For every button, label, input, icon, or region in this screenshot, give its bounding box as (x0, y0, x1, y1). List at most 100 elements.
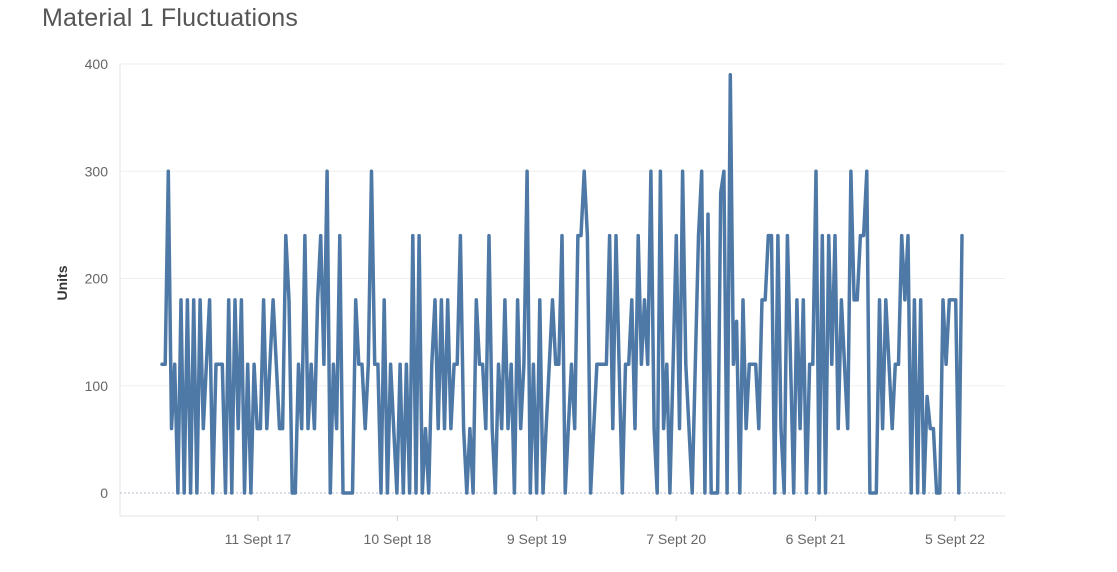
data-point (802, 298, 805, 301)
data-point (903, 298, 906, 301)
x-tick-label: 5 Sept 22 (925, 531, 985, 547)
x-tick-label: 10 Sept 18 (364, 531, 432, 547)
data-point (249, 492, 252, 495)
data-point (767, 234, 770, 237)
data-point (954, 298, 957, 301)
data-point (478, 363, 481, 366)
data-point (624, 363, 627, 366)
data-point (265, 427, 268, 430)
data-point (688, 427, 691, 430)
data-point (815, 170, 818, 173)
data-point (862, 234, 865, 237)
data-point (307, 427, 310, 430)
data-point (818, 492, 821, 495)
data-point (494, 492, 497, 495)
data-point (576, 234, 579, 237)
data-point (386, 492, 389, 495)
data-point (164, 363, 167, 366)
data-point (738, 492, 741, 495)
data-point (811, 363, 814, 366)
data-point (561, 234, 564, 237)
data-point (437, 427, 440, 430)
data-point (481, 363, 484, 366)
data-point (484, 427, 487, 430)
data-point (535, 492, 538, 495)
data-point (792, 492, 795, 495)
data-point (627, 363, 630, 366)
data-point (834, 234, 837, 237)
data-point (526, 170, 529, 173)
data-point (462, 427, 465, 430)
data-point (240, 298, 243, 301)
data-point (942, 298, 945, 301)
data-point (592, 427, 595, 430)
data-point (722, 170, 725, 173)
data-point (868, 492, 871, 495)
data-point (335, 427, 338, 430)
data-point (376, 363, 379, 366)
data-point (180, 298, 183, 301)
data-point (821, 234, 824, 237)
data-point (548, 363, 551, 366)
data-point (538, 298, 541, 301)
data-point (824, 492, 827, 495)
data-point (357, 363, 360, 366)
data-point (503, 298, 506, 301)
data-point (773, 492, 776, 495)
data-point (932, 427, 935, 430)
data-point (761, 298, 764, 301)
data-point (783, 492, 786, 495)
data-point (795, 298, 798, 301)
data-point (900, 234, 903, 237)
data-point (246, 363, 249, 366)
series-line (162, 75, 962, 493)
data-point (440, 298, 443, 301)
y-tick-label: 0 (100, 485, 108, 501)
data-point (361, 363, 364, 366)
data-point (630, 298, 633, 301)
data-point (634, 427, 637, 430)
data-point (668, 492, 671, 495)
data-point (278, 427, 281, 430)
data-point (945, 363, 948, 366)
data-point (415, 492, 418, 495)
data-point (354, 298, 357, 301)
data-point (615, 234, 618, 237)
data-point (488, 234, 491, 237)
y-tick-label: 300 (85, 163, 109, 179)
y-tick-label: 200 (85, 271, 109, 287)
data-point (221, 363, 224, 366)
data-point (370, 170, 373, 173)
data-point (726, 492, 729, 495)
data-point (653, 427, 656, 430)
data-point (856, 298, 859, 301)
data-point (459, 234, 462, 237)
data-point (754, 363, 757, 366)
data-point (926, 395, 929, 398)
data-point (875, 492, 878, 495)
data-point (364, 427, 367, 430)
data-point (910, 492, 913, 495)
data-point (199, 298, 202, 301)
data-point (475, 298, 478, 301)
data-point (707, 213, 710, 216)
data-point (637, 234, 640, 237)
data-point (215, 363, 218, 366)
data-point (345, 492, 348, 495)
data-point (849, 170, 852, 173)
data-point (611, 427, 614, 430)
data-point (691, 492, 694, 495)
x-tick-label: 7 Sept 20 (646, 531, 706, 547)
data-point (176, 492, 179, 495)
y-axis-title: Units (54, 265, 70, 300)
data-point (770, 234, 773, 237)
data-point (513, 492, 516, 495)
data-point (608, 234, 611, 237)
data-point (272, 298, 275, 301)
data-point (218, 363, 221, 366)
data-point (205, 363, 208, 366)
data-point (542, 492, 545, 495)
data-point (173, 363, 176, 366)
data-point (519, 427, 522, 430)
